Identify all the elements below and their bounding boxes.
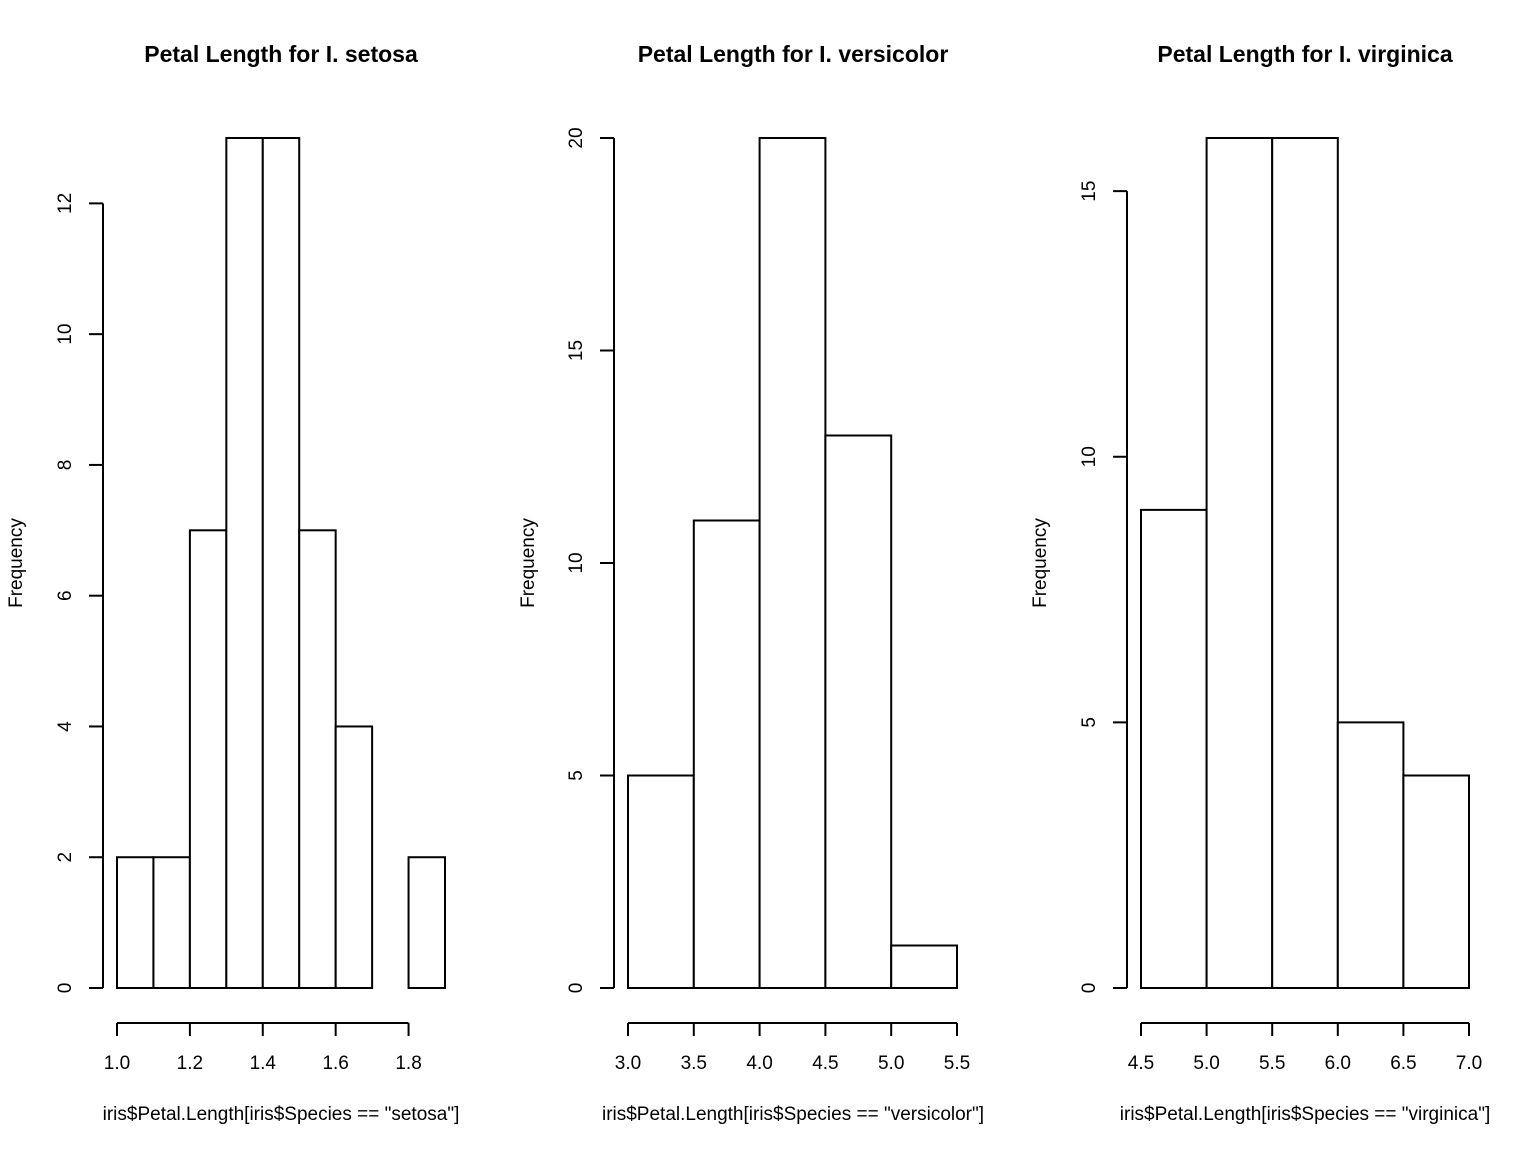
histogram-bar	[116, 856, 155, 989]
histogram-bar	[1205, 137, 1274, 989]
x-axis-label: iris$Petal.Length[iris$Species == "virgi…	[1120, 1104, 1490, 1125]
x-tick-label: 6.5	[1390, 1053, 1416, 1074]
histogram-bar	[1271, 137, 1339, 989]
histogram-bar	[407, 856, 446, 989]
panel-title: Petal Length for I. setosa	[144, 41, 418, 67]
x-tick-label: 3.0	[615, 1053, 641, 1074]
histogram-bar	[261, 137, 301, 989]
histogram-panel-1: Petal Length for I. setosa 0 2 4 6 8 10 12 Frequ…	[6, 41, 459, 1125]
y-tick-label: 0	[566, 983, 587, 994]
y-tick-label: 12	[55, 193, 76, 214]
y-tick-label: 6	[55, 590, 76, 601]
x-tick-label: 1.4	[250, 1053, 277, 1074]
histogram-bar	[298, 529, 337, 989]
x-tick-label: 1.2	[177, 1053, 203, 1074]
histogram-bar	[758, 137, 827, 989]
y-tick-label: 10	[1079, 446, 1100, 467]
histogram-bar	[692, 519, 761, 989]
x-tick-label: 6.0	[1325, 1053, 1351, 1074]
x-axis-label: iris$Petal.Length[iris$Species == "versi…	[602, 1104, 984, 1125]
y-tick-label: 0	[55, 983, 76, 994]
panel-title: Petal Length for I. virginica	[1157, 41, 1452, 67]
y-tick-label: 15	[1079, 181, 1100, 202]
y-tick-label: 20	[566, 127, 587, 148]
y-tick-label: 0	[1079, 983, 1100, 994]
histogram-bar	[334, 725, 374, 989]
histogram-bar	[1140, 508, 1208, 989]
histogram-panel-3: Petal Length for I. virginica 0 5 10 15 Frequ…	[1030, 41, 1490, 1125]
x-tick-label: 5.5	[944, 1053, 970, 1074]
x-tick-label: 5.0	[1193, 1053, 1219, 1074]
x-tick-label: 4.0	[746, 1053, 772, 1074]
y-tick-label: 2	[55, 852, 76, 863]
histogram-bar	[188, 529, 228, 989]
y-tick-label: 10	[55, 324, 76, 345]
histogram-bar	[824, 434, 893, 989]
histogram-panel-2: Petal Length for I. versicolor 0 5 10 15 20 Fr…	[518, 41, 984, 1125]
x-tick-label: 3.5	[681, 1053, 707, 1074]
x-tick-label: 5.0	[878, 1053, 904, 1074]
histogram-bar	[1402, 774, 1471, 989]
y-tick-label: 5	[566, 770, 587, 781]
x-tick-label: 1.8	[395, 1053, 421, 1074]
y-tick-label: 8	[55, 460, 76, 471]
x-tick-label: 1.0	[104, 1053, 130, 1074]
x-tick-label: 7.0	[1456, 1053, 1482, 1074]
y-axis-label: Frequency	[518, 518, 539, 608]
histogram-bar	[152, 856, 191, 989]
histogram-bar	[225, 137, 264, 989]
y-tick-label: 10	[566, 552, 587, 573]
y-tick-label: 5	[1079, 717, 1100, 728]
y-axis-label: Frequency	[1030, 518, 1051, 608]
histogram-bar	[1336, 721, 1405, 989]
panel-title: Petal Length for I. versicolor	[638, 41, 949, 67]
histogram-bar	[890, 944, 959, 989]
x-tick-label: 4.5	[812, 1053, 838, 1074]
y-tick-label: 4	[55, 721, 76, 732]
x-tick-label: 5.5	[1259, 1053, 1285, 1074]
y-tick-label: 15	[566, 340, 587, 361]
x-tick-label: 4.5	[1128, 1053, 1154, 1074]
x-axis-label: iris$Petal.Length[iris$Species == "setos…	[103, 1104, 460, 1125]
y-axis-label: Frequency	[6, 518, 27, 608]
x-tick-label: 1.6	[322, 1053, 348, 1074]
histogram-bar	[627, 774, 695, 989]
